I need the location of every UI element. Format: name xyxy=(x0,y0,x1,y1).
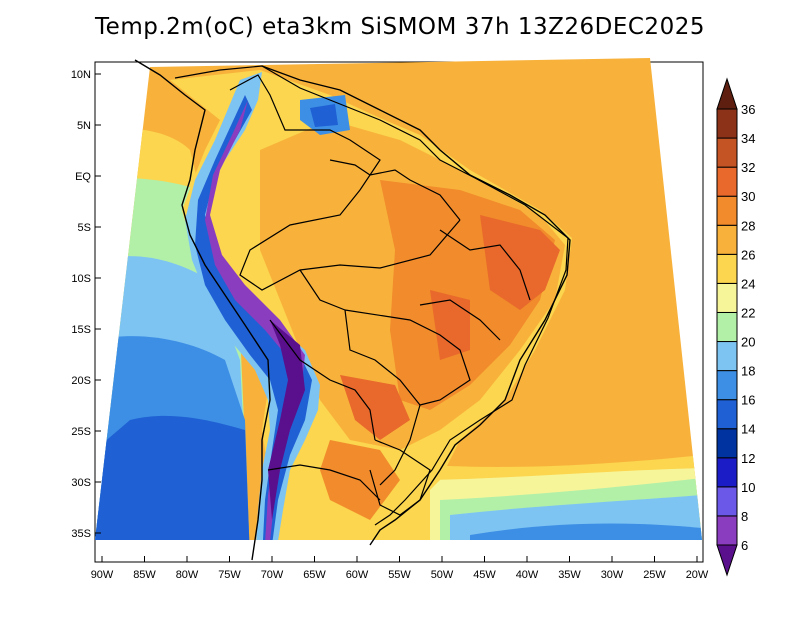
colorbar-label: 16 xyxy=(741,393,755,408)
lon-tick-label: 70W xyxy=(261,569,284,581)
colorbar-segment xyxy=(716,166,738,197)
lat-tick-label: 35S xyxy=(71,528,91,540)
colorbar-max-arrow xyxy=(716,77,738,110)
colorbar: 6 8 10 12 14 16 18 20 22 24 26 28 30 32 34 36 xyxy=(716,77,755,577)
colorbar-label: 28 xyxy=(741,218,755,233)
lat-tick-label: EQ xyxy=(75,171,91,183)
lat-tick-label: 15S xyxy=(71,324,91,336)
colorbar-segment xyxy=(716,282,738,313)
colorbar-label: 20 xyxy=(741,335,755,350)
colorbar-label: 8 xyxy=(741,509,748,524)
longitude-axis: 90W 85W 80W 75W 70W 65W 60W 55W 50W 45W 40W 35W 30W 2… xyxy=(91,556,709,581)
lon-tick-label: 40W xyxy=(516,569,539,581)
colorbar-segment xyxy=(716,486,738,517)
lat-tick-label: 5N xyxy=(77,120,91,132)
lon-tick-label: 60W xyxy=(346,569,369,581)
lon-tick-label: 30W xyxy=(601,569,624,581)
colorbar-label: 6 xyxy=(741,538,748,553)
country-boundaries xyxy=(174,65,569,526)
lon-tick-label: 85W xyxy=(133,569,156,581)
colorbar-label: 10 xyxy=(741,480,755,495)
colorbar-segment xyxy=(716,253,738,284)
colorbar-min-arrow xyxy=(716,544,738,577)
latitude-axis: 10N 5N EQ 5S 10S 15S 20S 25S 30S 35S xyxy=(71,69,101,540)
lon-tick-label: 80W xyxy=(176,569,199,581)
lon-tick-label: 65W xyxy=(303,569,326,581)
colorbar-label: 22 xyxy=(741,305,755,320)
colorbar-label: 14 xyxy=(741,422,755,437)
lon-tick-label: 45W xyxy=(473,569,496,581)
colorbar-label: 12 xyxy=(741,451,755,466)
colorbar-label: 34 xyxy=(741,131,755,146)
colorbar-label: 36 xyxy=(741,102,755,117)
colorbar-segment xyxy=(716,195,738,226)
lon-tick-label: 20W xyxy=(686,569,709,581)
lon-tick-label: 25W xyxy=(643,569,666,581)
colorbar-segment xyxy=(716,428,738,459)
colorbar-segment xyxy=(716,399,738,430)
lon-tick-label: 75W xyxy=(218,569,241,581)
lat-tick-label: 10N xyxy=(71,69,91,81)
colorbar-segment xyxy=(716,341,738,372)
lon-tick-label: 55W xyxy=(388,569,411,581)
colorbar-segment xyxy=(716,224,738,255)
colorbar-segment xyxy=(716,515,738,546)
colorbar-label: 30 xyxy=(741,189,755,204)
lat-tick-label: 5S xyxy=(78,222,91,234)
colorbar-segment xyxy=(716,137,738,168)
colorbar-label: 26 xyxy=(741,247,755,262)
lon-tick-label: 90W xyxy=(91,569,114,581)
colorbar-segment xyxy=(716,457,738,488)
map-title: Temp.2m(oC) eta3km SiSMOM 37h 13Z26DEC20… xyxy=(95,14,705,40)
lat-tick-label: 20S xyxy=(71,375,91,387)
coastline xyxy=(134,59,571,561)
lat-tick-label: 25S xyxy=(71,426,91,438)
colorbar-label: 18 xyxy=(741,364,755,379)
colorbar-segment xyxy=(716,108,738,139)
lon-tick-label: 35W xyxy=(558,569,581,581)
lat-tick-label: 30S xyxy=(71,477,91,489)
colorbar-segment xyxy=(716,370,738,401)
colorbar-label: 32 xyxy=(741,160,755,175)
lat-tick-label: 10S xyxy=(71,273,91,285)
colorbar-label: 24 xyxy=(741,276,755,291)
lon-tick-label: 50W xyxy=(431,569,454,581)
temperature-field xyxy=(95,58,702,540)
colorbar-segment xyxy=(716,311,738,343)
